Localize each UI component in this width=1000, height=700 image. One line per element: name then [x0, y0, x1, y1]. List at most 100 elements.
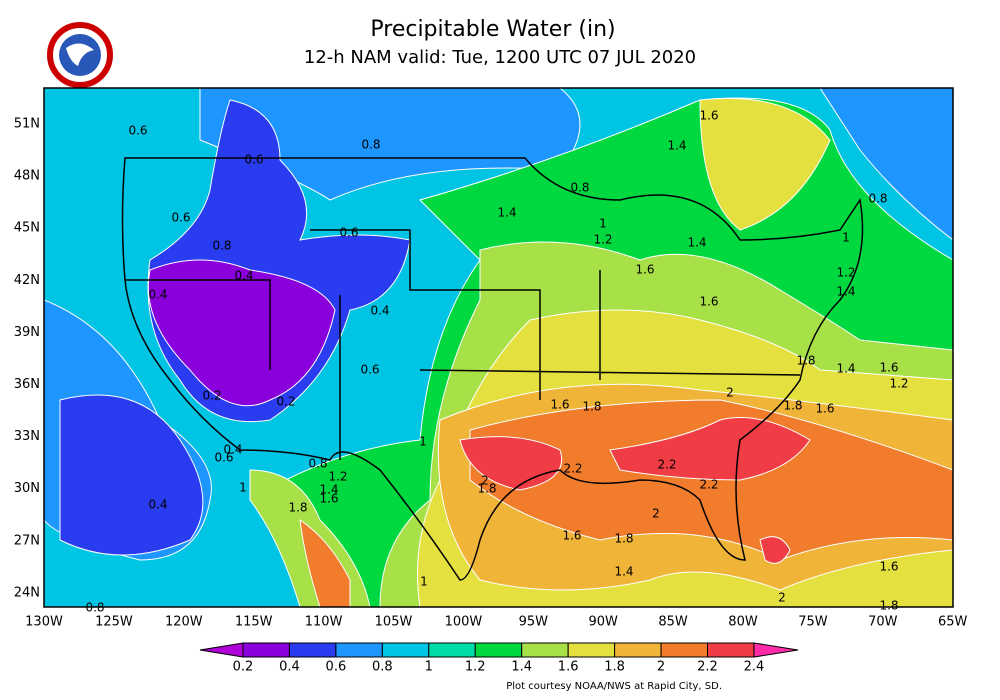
contour-label: 1.6 [562, 529, 581, 543]
lon-label: 130W [25, 615, 63, 630]
colorbar-label: 1 [425, 660, 433, 675]
colorbar-box [242, 642, 290, 658]
lat-label: 24N [14, 585, 40, 600]
contour-label: 0.8 [570, 181, 589, 195]
contour-label: 1.4 [836, 285, 855, 299]
lat-label: 36N [14, 377, 40, 392]
contour-label: 1.6 [635, 263, 654, 277]
contour-label: 1.6 [815, 402, 834, 416]
contour-label: 2.2 [657, 458, 676, 472]
colorbar-label: 1.4 [511, 660, 532, 675]
lon-label: 115W [235, 615, 273, 630]
contour-label: 0.6 [128, 124, 147, 138]
colorbar-label: 2 [657, 660, 665, 675]
colorbar-arrow-low [199, 642, 244, 658]
lon-label: 65W [938, 615, 968, 630]
footer: Plot courtesy NOAA/NWS at Rapid City, SD… [506, 681, 722, 692]
colorbar-label: 2.2 [697, 660, 718, 675]
lat-label: 39N [14, 325, 40, 340]
colorbar-box [474, 642, 523, 658]
lat-label: 51N [14, 117, 40, 132]
contour-label: 2.2 [699, 478, 718, 492]
contour-label: 1.6 [319, 492, 338, 506]
lon-label: 125W [95, 615, 133, 630]
lon-label: 110W [305, 615, 343, 630]
lat-label: 30N [14, 481, 40, 496]
contour-label: 2 [778, 591, 786, 605]
contour-label: 1.8 [288, 501, 307, 515]
lat-label: 42N [14, 273, 40, 288]
contour-label: 1 [420, 575, 428, 589]
contour-label: 1.4 [497, 206, 516, 220]
contour-label: 1.6 [550, 398, 569, 412]
contour-label: 1.2 [836, 266, 855, 280]
contour-label: 0.6 [339, 226, 358, 240]
contour-label: 0.6 [360, 363, 379, 377]
colorbar-box [567, 642, 616, 658]
contour-label: 1.2 [889, 377, 908, 391]
contour-label: 2 [726, 386, 734, 400]
contour-label: 2.2 [563, 462, 582, 476]
lon-label: 85W [658, 615, 688, 630]
colorbar-label: 1.6 [558, 660, 579, 675]
lon-label: 75W [798, 615, 828, 630]
field [44, 88, 953, 607]
contour-label: 1 [419, 435, 427, 449]
map-frame [43, 87, 954, 608]
contour-label: 0.4 [223, 443, 242, 457]
title: Precipitable Water (in) [370, 17, 615, 42]
contour-label: 0.6 [244, 153, 263, 167]
borders [121, 157, 864, 581]
lon-label: 95W [519, 615, 549, 630]
colorbar-label: 1.2 [465, 660, 486, 675]
colorbar-label: 1.8 [604, 660, 625, 675]
colorbar-label: 0.4 [279, 660, 300, 675]
contour-label: 0.2 [202, 389, 221, 403]
contour-label: 1.2 [328, 470, 347, 484]
lat-label: 45N [14, 221, 40, 236]
contour-label: 0.6 [171, 211, 190, 225]
colorbar-label: 0.2 [233, 660, 254, 675]
contour-label: 0.8 [212, 239, 231, 253]
contour-label: 1 [842, 231, 850, 245]
contour-label: 1.4 [319, 483, 338, 497]
colorbar-box [614, 642, 662, 658]
lat-label: 48N [14, 169, 40, 184]
contour-label: 1 [599, 217, 607, 231]
colorbar-label: 0.6 [326, 660, 347, 675]
lat-label: 33N [14, 429, 40, 444]
contour-label: 0.4 [148, 498, 167, 512]
subtitle: 12-h NAM valid: Tue, 1200 UTC 07 JUL 202… [304, 47, 696, 68]
lon-label: 120W [165, 615, 203, 630]
contour-label: 1.2 [593, 233, 612, 247]
lon-label: 90W [588, 615, 618, 630]
contour-label: 1.6 [879, 361, 898, 375]
colorbar-box [381, 642, 430, 658]
contour-label: 2 [652, 507, 660, 521]
contour-label: 1.8 [582, 400, 601, 414]
contour-label: 0.8 [868, 192, 887, 206]
contour-label: 0.2 [276, 395, 295, 409]
lon-label: 105W [375, 615, 413, 630]
colorbar-box [288, 642, 337, 658]
contour-label: 0.6 [214, 451, 233, 465]
contour-label: 0.8 [361, 138, 380, 152]
contour-label: 1.8 [614, 532, 633, 546]
lon-label: 100W [445, 615, 483, 630]
contour-label: 1.6 [699, 295, 718, 309]
lon-label: 70W [868, 615, 898, 630]
lat-label: 27N [14, 533, 40, 548]
lon-label: 80W [728, 615, 758, 630]
contour-label: 1 [239, 481, 247, 495]
contour-label: 1.4 [667, 139, 686, 153]
colorbar-label: 0.8 [372, 660, 393, 675]
contour-label: 0.4 [370, 304, 389, 318]
contour-label: 0.8 [308, 457, 327, 471]
colorbar-box [428, 642, 476, 658]
contour-label: 1.4 [687, 236, 706, 250]
contour-label: 1.6 [879, 560, 898, 574]
contour-label: 1.8 [477, 482, 496, 496]
contour-label: 2 [481, 474, 489, 488]
colorbar-box [521, 642, 569, 658]
